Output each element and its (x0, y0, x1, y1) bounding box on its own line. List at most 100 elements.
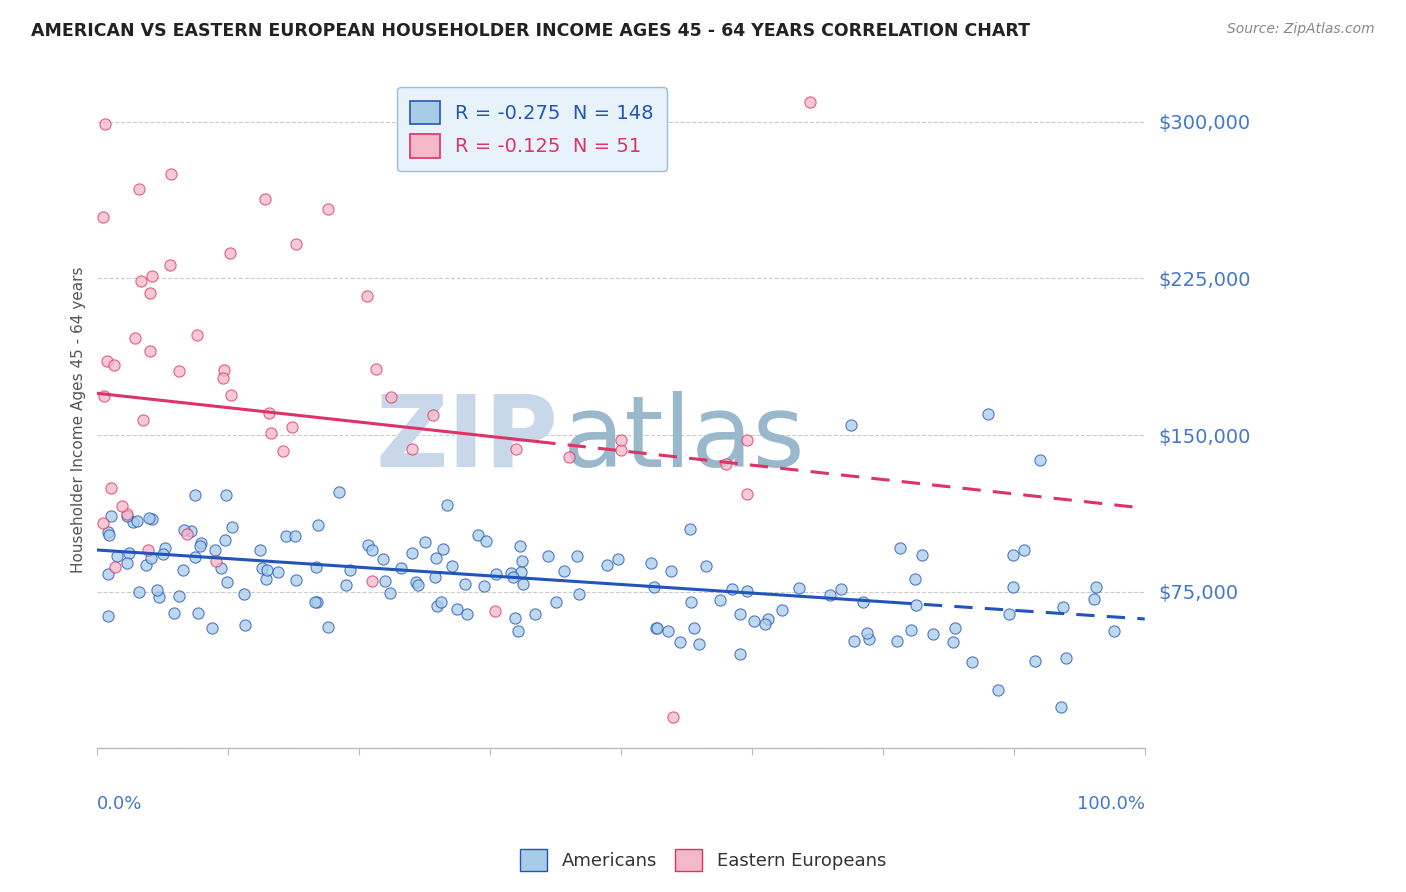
Point (91, 210, 114, 224)
Point (186, 328, 208, 343)
Point (219, 387, 242, 401)
Point (1012, 543, 1035, 558)
Text: AMERICAN VS EASTERN EUROPEAN HOUSEHOLDER INCOME AGES 45 - 64 YEARS CORRELATION C: AMERICAN VS EASTERN EUROPEAN HOUSEHOLDER… (31, 22, 1031, 40)
Point (510, 554, 533, 568)
Point (1029, 453, 1052, 467)
Point (904, 598, 927, 612)
Point (253, 192, 276, 206)
Point (122, 515, 145, 529)
Point (425, 550, 447, 565)
Point (135, 558, 157, 572)
Point (152, 548, 174, 562)
Point (98, 527, 121, 541)
Point (474, 534, 496, 549)
Point (371, 551, 394, 566)
Point (606, 552, 628, 566)
Point (889, 541, 911, 556)
Point (1002, 548, 1025, 562)
Point (127, 514, 149, 528)
Point (688, 637, 710, 651)
Point (1002, 580, 1025, 594)
Point (682, 621, 704, 635)
Point (148, 591, 170, 605)
Point (96, 354, 118, 368)
Point (128, 585, 150, 599)
Point (405, 574, 427, 589)
Point (339, 563, 361, 577)
Point (440, 559, 463, 574)
Point (523, 607, 546, 622)
Point (162, 606, 184, 620)
Point (557, 450, 579, 465)
Point (942, 635, 965, 649)
Point (305, 595, 328, 609)
Point (502, 570, 524, 584)
Point (997, 607, 1019, 622)
Point (153, 541, 176, 556)
Point (128, 181, 150, 195)
Point (271, 443, 294, 458)
Point (505, 442, 527, 457)
Point (115, 556, 138, 570)
Point (668, 635, 690, 649)
Point (505, 611, 527, 625)
Point (139, 344, 162, 359)
Point (124, 330, 146, 344)
Point (217, 575, 239, 590)
Point (1083, 591, 1105, 606)
Point (512, 577, 534, 591)
Point (91, 516, 114, 530)
Point (284, 574, 307, 588)
Point (316, 620, 339, 634)
Point (415, 535, 437, 549)
Point (328, 484, 350, 499)
Point (146, 582, 169, 597)
Point (380, 390, 402, 404)
Point (307, 517, 329, 532)
Point (141, 269, 163, 284)
Point (159, 258, 181, 272)
Point (1052, 599, 1074, 614)
Point (205, 553, 228, 567)
Point (139, 286, 162, 301)
Point (610, 433, 633, 447)
Point (190, 536, 212, 550)
Point (284, 236, 307, 251)
Point (212, 370, 235, 384)
Legend: R = -0.275  N = 148, R = -0.125  N = 51: R = -0.275 N = 148, R = -0.125 N = 51 (396, 87, 668, 171)
Point (401, 442, 423, 456)
Point (1050, 699, 1073, 714)
Point (742, 614, 765, 628)
Point (904, 572, 927, 586)
Point (159, 167, 181, 181)
Point (176, 527, 198, 541)
Point (472, 579, 495, 593)
Point (304, 595, 326, 609)
Point (187, 606, 209, 620)
Point (167, 589, 190, 603)
Point (105, 549, 128, 563)
Point (730, 607, 752, 621)
Point (568, 587, 591, 601)
Point (132, 413, 155, 427)
Point (118, 547, 141, 561)
Point (681, 595, 703, 609)
Point (430, 595, 453, 609)
Point (467, 528, 489, 542)
Point (1024, 654, 1046, 668)
Point (987, 683, 1010, 698)
Point (100, 481, 122, 495)
Point (886, 634, 908, 648)
Point (506, 624, 529, 638)
Point (423, 570, 446, 584)
Point (104, 560, 127, 574)
Point (305, 560, 328, 574)
Text: 100.0%: 100.0% (1077, 795, 1144, 813)
Point (100, 508, 122, 523)
Point (553, 564, 575, 578)
Point (900, 623, 922, 637)
Point (406, 578, 429, 592)
Point (136, 543, 159, 558)
Text: 0.0%: 0.0% (97, 795, 143, 813)
Point (233, 618, 256, 632)
